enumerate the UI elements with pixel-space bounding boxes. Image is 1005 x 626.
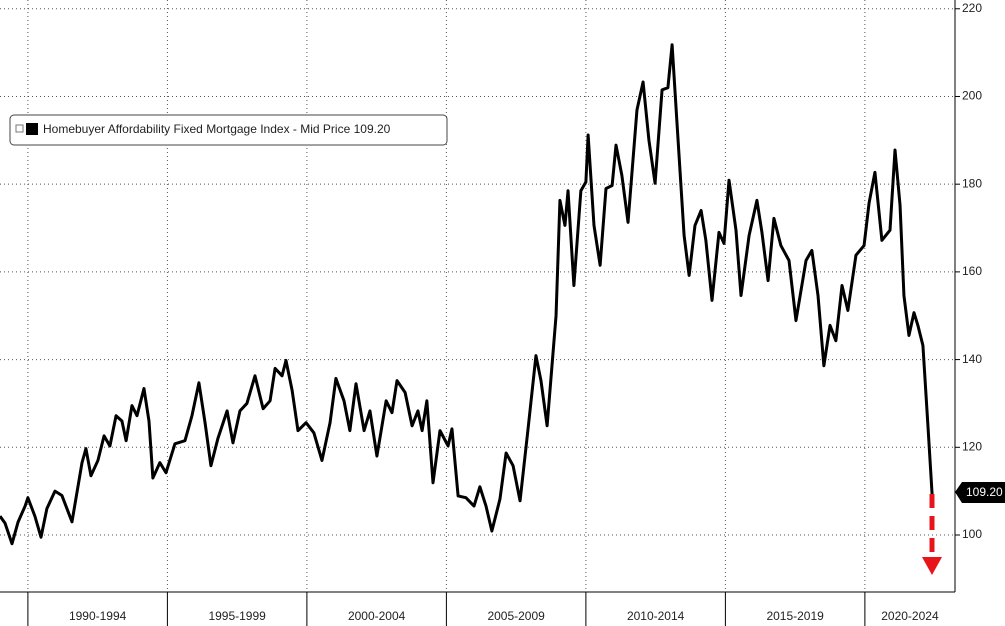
x-period-label: 2020-2024: [881, 609, 939, 623]
x-period-label: 2010-2014: [627, 609, 685, 623]
series-line: [0, 43, 934, 546]
x-period-label: 2000-2004: [348, 609, 406, 623]
x-period-label: 2005-2009: [487, 609, 545, 623]
legend-swatch: [26, 123, 38, 135]
x-period-label: 1990-1994: [69, 609, 127, 623]
badge-label: 109.20: [966, 485, 1003, 499]
legend-name: Homebuyer Affordability Fixed Mortgage I…: [43, 122, 351, 136]
y-tick-label: 100: [962, 527, 982, 541]
plot: [0, 43, 934, 546]
legend-toggle[interactable]: [15, 124, 24, 133]
legend-label: Homebuyer Affordability Fixed Mortgage I…: [43, 122, 391, 136]
grid: [0, 0, 955, 592]
x-period-label: 2015-2019: [766, 609, 824, 623]
last-value-badge: 109.20: [955, 482, 1005, 503]
legend-value: 109.20: [354, 122, 391, 136]
y-tick-label: 140: [962, 352, 982, 366]
y-tick-label: 220: [962, 1, 982, 15]
legend: Homebuyer Affordability Fixed Mortgage I…: [9, 114, 448, 146]
arrow-annotation: [922, 494, 942, 575]
y-tick-label: 120: [962, 439, 982, 453]
y-tick-label: 180: [962, 176, 982, 190]
arrow-head: [922, 557, 942, 575]
x-period-label: 1995-1999: [208, 609, 266, 623]
y-tick-label: 200: [962, 89, 982, 103]
legend-box: [9, 114, 448, 146]
badge-bg: [955, 482, 1005, 503]
y-tick-label: 160: [962, 264, 982, 278]
